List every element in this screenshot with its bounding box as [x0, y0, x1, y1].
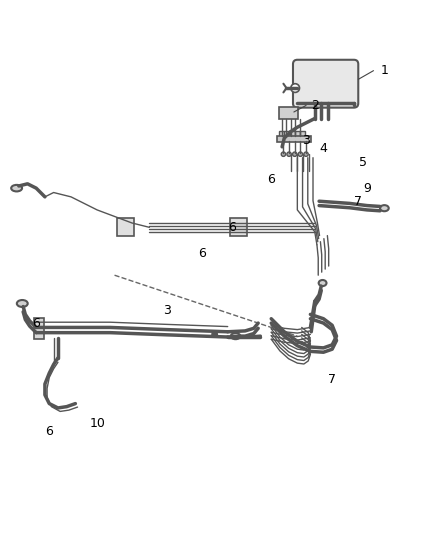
Text: 6: 6	[32, 317, 40, 329]
Text: 6: 6	[267, 173, 275, 186]
Ellipse shape	[319, 280, 326, 286]
Ellipse shape	[17, 300, 28, 307]
Text: 3: 3	[302, 134, 310, 147]
Text: 4: 4	[319, 142, 327, 156]
Text: 6: 6	[45, 425, 53, 438]
FancyBboxPatch shape	[279, 107, 298, 119]
FancyBboxPatch shape	[295, 131, 300, 139]
Circle shape	[281, 152, 286, 156]
Text: 6: 6	[198, 247, 205, 260]
FancyBboxPatch shape	[300, 131, 305, 139]
Circle shape	[304, 152, 308, 156]
Text: 7: 7	[354, 195, 362, 208]
FancyBboxPatch shape	[279, 131, 284, 139]
FancyBboxPatch shape	[277, 136, 311, 142]
Ellipse shape	[11, 185, 22, 191]
Circle shape	[298, 152, 303, 156]
Ellipse shape	[231, 333, 240, 339]
Circle shape	[212, 332, 217, 337]
FancyBboxPatch shape	[293, 60, 358, 108]
Ellipse shape	[380, 205, 389, 211]
Text: 9: 9	[363, 182, 371, 195]
FancyBboxPatch shape	[290, 131, 295, 139]
Text: 1: 1	[381, 64, 389, 77]
Text: 10: 10	[89, 417, 105, 430]
Circle shape	[293, 152, 297, 156]
Text: 5: 5	[359, 156, 367, 168]
FancyBboxPatch shape	[34, 318, 44, 339]
Circle shape	[291, 84, 300, 92]
Text: 3: 3	[163, 303, 171, 317]
FancyBboxPatch shape	[284, 131, 290, 139]
Text: 7: 7	[328, 373, 336, 386]
Text: 6: 6	[228, 221, 236, 234]
Circle shape	[287, 152, 291, 156]
FancyBboxPatch shape	[230, 218, 247, 237]
Text: 2: 2	[311, 99, 319, 112]
FancyBboxPatch shape	[117, 218, 134, 237]
